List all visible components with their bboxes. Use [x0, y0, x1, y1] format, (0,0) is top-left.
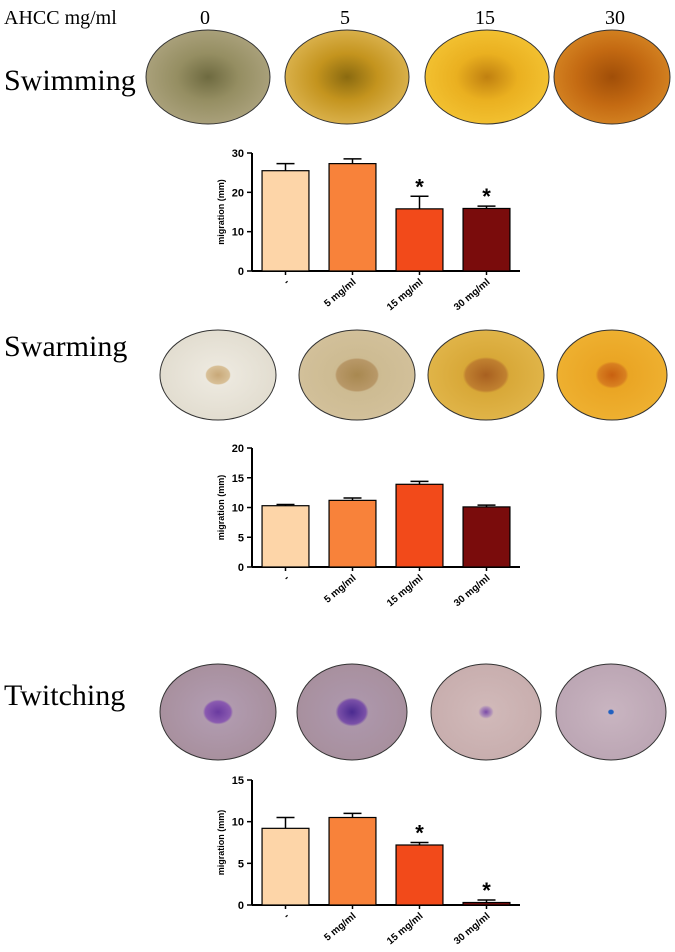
bar: [328, 499, 377, 568]
concentration: 30: [605, 7, 625, 29]
y-tick-label: 15: [232, 775, 244, 787]
x-tick-label: 5 mg/ml: [322, 277, 358, 310]
dish: [296, 663, 408, 761]
dish: [159, 663, 277, 761]
bar: [261, 170, 310, 272]
bar: [395, 844, 444, 906]
x-tick-label: 30 mg/ml: [452, 277, 492, 313]
significance: *: [415, 821, 424, 846]
bar: [395, 483, 444, 568]
y-tick-label: 20: [232, 187, 244, 199]
dish: [159, 329, 277, 421]
y-tick-label: 0: [238, 266, 244, 278]
y-tick-label: 30: [232, 148, 244, 160]
x-tick-label: 30 mg/ml: [452, 911, 492, 947]
y-axis-label: migration (mm): [216, 810, 226, 876]
row-label: Swimming: [4, 64, 136, 97]
dish: [556, 329, 668, 421]
x-tick-label: -: [282, 911, 292, 922]
dish: [555, 663, 667, 761]
bar: [395, 208, 444, 272]
x-tick-label: 5 mg/ml: [322, 573, 358, 606]
dish: [298, 329, 416, 421]
row-label: Twitching: [4, 679, 125, 712]
x-tick-label: 5 mg/ml: [322, 911, 358, 944]
y-tick-label: 5: [238, 532, 244, 544]
y-tick-label: 0: [238, 900, 244, 912]
dish: [427, 329, 545, 421]
bar: [462, 207, 511, 272]
x-tick-label: 30 mg/ml: [452, 573, 492, 609]
bar: [261, 827, 310, 906]
concentration: 15: [475, 7, 495, 29]
significance: *: [415, 174, 424, 199]
bar: [328, 163, 377, 272]
bar: [261, 505, 310, 568]
y-tick-label: 20: [232, 443, 244, 455]
y-tick-label: 10: [232, 227, 244, 239]
bar: [328, 816, 377, 906]
x-tick-label: 15 mg/ml: [385, 911, 425, 947]
x-tick-label: -: [282, 573, 292, 584]
x-tick-label: -: [282, 277, 292, 288]
y-tick-label: 15: [232, 473, 244, 485]
y-tick-label: 10: [232, 503, 244, 515]
dishes: [145, 29, 671, 761]
dish: [284, 29, 410, 125]
significance: *: [482, 878, 491, 903]
row-label: Swarming: [4, 330, 127, 363]
header-label: AHCC mg/ml: [4, 7, 117, 29]
dish: [553, 29, 671, 125]
dish: [424, 29, 550, 125]
y-axis-label: migration (mm): [216, 475, 226, 541]
dish: [430, 663, 542, 761]
concentration: 0: [200, 7, 210, 29]
dish: [145, 29, 271, 125]
y-tick-label: 5: [238, 858, 244, 870]
x-tick-label: 15 mg/ml: [385, 573, 425, 609]
y-tick-label: 0: [238, 562, 244, 574]
x-tick-label: 15 mg/ml: [385, 277, 425, 313]
bar: [462, 506, 511, 568]
significance: *: [482, 184, 491, 209]
y-tick-label: 10: [232, 817, 244, 829]
y-axis-label: migration (mm): [216, 179, 226, 245]
concentration: 5: [340, 7, 350, 29]
